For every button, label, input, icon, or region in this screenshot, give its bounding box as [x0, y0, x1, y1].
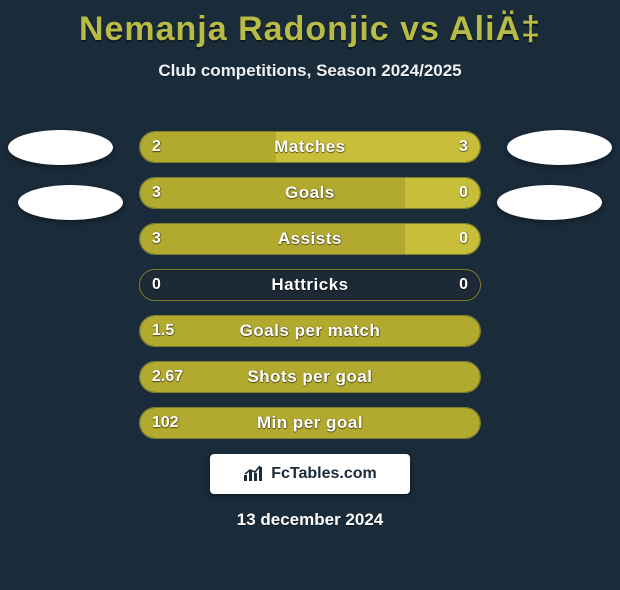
stats-bars: 23Matches30Goals30Assists00Hattricks1.5G…: [139, 131, 481, 453]
infographic-date: 13 december 2024: [0, 510, 620, 530]
stat-value-left: 3: [152, 230, 161, 248]
stat-value-left: 102: [152, 414, 179, 432]
stat-row: 23Matches: [139, 131, 481, 163]
stat-row: 30Goals: [139, 177, 481, 209]
stat-fill-left: [140, 178, 405, 208]
stat-fill-left: [140, 224, 405, 254]
stat-row: 30Assists: [139, 223, 481, 255]
stat-fill-full: [140, 408, 480, 438]
stat-value-left: 3: [152, 184, 161, 202]
page-title: Nemanja Radonjic vs AliÄ‡: [0, 10, 620, 49]
stat-value-left: 2.67: [152, 368, 183, 386]
bar-chart-icon: [243, 465, 265, 483]
stat-value-right: 3: [459, 138, 468, 156]
stat-row: 1.5Goals per match: [139, 315, 481, 347]
player-photo-right-primary: [507, 130, 612, 165]
branding-text: FcTables.com: [271, 465, 377, 483]
branding-badge: FcTables.com: [210, 454, 410, 494]
stat-fill-right: [405, 224, 480, 254]
stat-value-right: 0: [459, 230, 468, 248]
stat-value-left: 2: [152, 138, 161, 156]
player-photo-right-secondary: [497, 185, 602, 220]
stat-row: 102Min per goal: [139, 407, 481, 439]
player-photo-left-primary: [8, 130, 113, 165]
stat-value-right: 0: [459, 184, 468, 202]
player-photo-left-secondary: [18, 185, 123, 220]
stat-row: 2.67Shots per goal: [139, 361, 481, 393]
stat-value-left: 0: [152, 276, 161, 294]
stat-fill-right: [276, 132, 480, 162]
stat-fill-right: [405, 178, 480, 208]
page-subtitle: Club competitions, Season 2024/2025: [0, 61, 620, 81]
stat-value-right: 0: [459, 276, 468, 294]
stat-value-left: 1.5: [152, 322, 174, 340]
stat-fill-full: [140, 362, 480, 392]
stat-fill-full: [140, 316, 480, 346]
stat-label: Hattricks: [140, 275, 480, 295]
stat-row: 0 0Hattricks: [139, 269, 481, 301]
